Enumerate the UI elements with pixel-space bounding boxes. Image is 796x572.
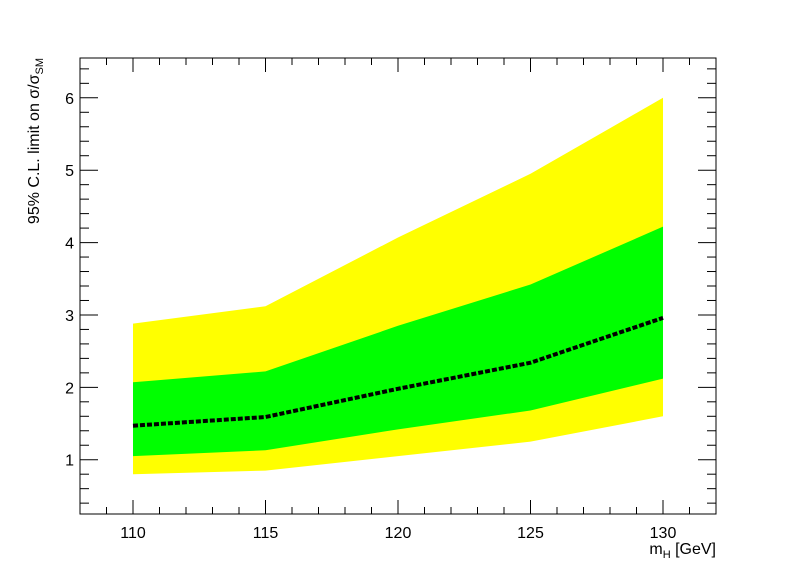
- x-tick-label: 120: [385, 525, 412, 542]
- x-tick-label: 125: [517, 525, 544, 542]
- x-axis-title-main: m: [649, 541, 662, 558]
- y-tick-labels: 1 2 3 4 5 6: [65, 91, 74, 470]
- x-tick-label: 115: [253, 525, 279, 542]
- y-axis-title-sub: SM: [34, 58, 46, 75]
- y-axis-title-main: 95% C.L. limit on σ/σ: [26, 74, 43, 224]
- y-tick-label: 6: [65, 91, 74, 108]
- x-axis-title-suffix: [GeV]: [671, 541, 716, 558]
- y-tick-label: 2: [65, 380, 74, 397]
- axis-ticks: [79, 58, 717, 514]
- band-1: [133, 226, 663, 457]
- expected-limit-lines: [132, 315, 664, 428]
- limit-bands: [133, 97, 663, 475]
- y-tick-label: 5: [65, 163, 74, 180]
- series-line-0: [132, 315, 664, 428]
- y-tick-label: 4: [65, 236, 74, 253]
- x-axis-title: mH [GeV]: [649, 541, 716, 561]
- y-tick-label: 3: [65, 308, 74, 325]
- x-tick-label: 110: [120, 525, 146, 542]
- x-axis-title-sub: H: [663, 549, 671, 561]
- y-axis-title: 95% C.L. limit on σ/σSM: [26, 58, 46, 224]
- x-tick-labels: 110 115 120 125 130: [120, 525, 676, 542]
- y-tick-label: 1: [65, 453, 74, 470]
- x-tick-label: 130: [650, 525, 677, 542]
